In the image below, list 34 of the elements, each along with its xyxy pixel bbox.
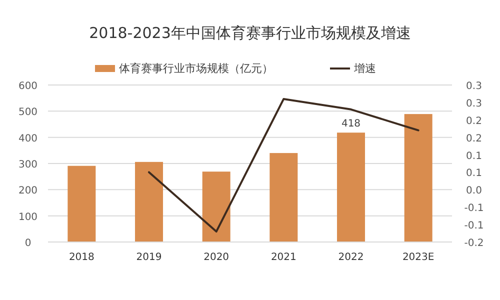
y2-tick-label: -0.2 [464,238,484,249]
y2-tick-label: 0.2 [466,116,482,127]
y-tick-label: 300 [18,160,38,170]
x-tick-label: 2019 [136,252,162,263]
x-tick-label: 2018 [68,252,94,263]
y2-tick-label: -0.1 [464,220,484,232]
x-tick-label: 2022 [338,252,364,263]
legend-label: 增速 [353,62,376,75]
y2-tick-label: 0.3 [466,98,482,110]
line-series [148,98,420,233]
y-tick-label: 500 [18,107,38,118]
y2-tick-label: 0.1 [466,168,482,180]
bar [135,162,163,242]
y-tick-label: 100 [18,212,38,223]
y-tick-label: 200 [18,186,38,197]
y2-tick-label: 0.2 [466,133,482,144]
y2-tick-label: 0.0 [466,186,482,197]
bar [270,153,298,242]
bar [68,166,96,242]
y2-tick-label: 0.3 [466,81,482,92]
y-tick-label: 0 [24,238,32,249]
x-tick-label: 2021 [270,252,296,263]
chart-title: 2018-2023年中国体育赛事行业市场规模及增速 [89,24,411,42]
bar [202,172,230,242]
bar [337,132,365,242]
data-label: 418 [341,118,361,130]
bar [404,114,432,242]
y-tick-label: 600 [18,81,38,92]
y2-tick-label: 0.1 [466,150,482,162]
x-tick-label: 2020 [204,252,230,263]
y2-tick-label: -0.1 [464,203,484,214]
x-tick-label: 2023E [402,252,434,263]
legend-label: 体育赛事行业市场规模（亿元） [119,62,273,75]
y-tick-label: 400 [18,133,38,144]
